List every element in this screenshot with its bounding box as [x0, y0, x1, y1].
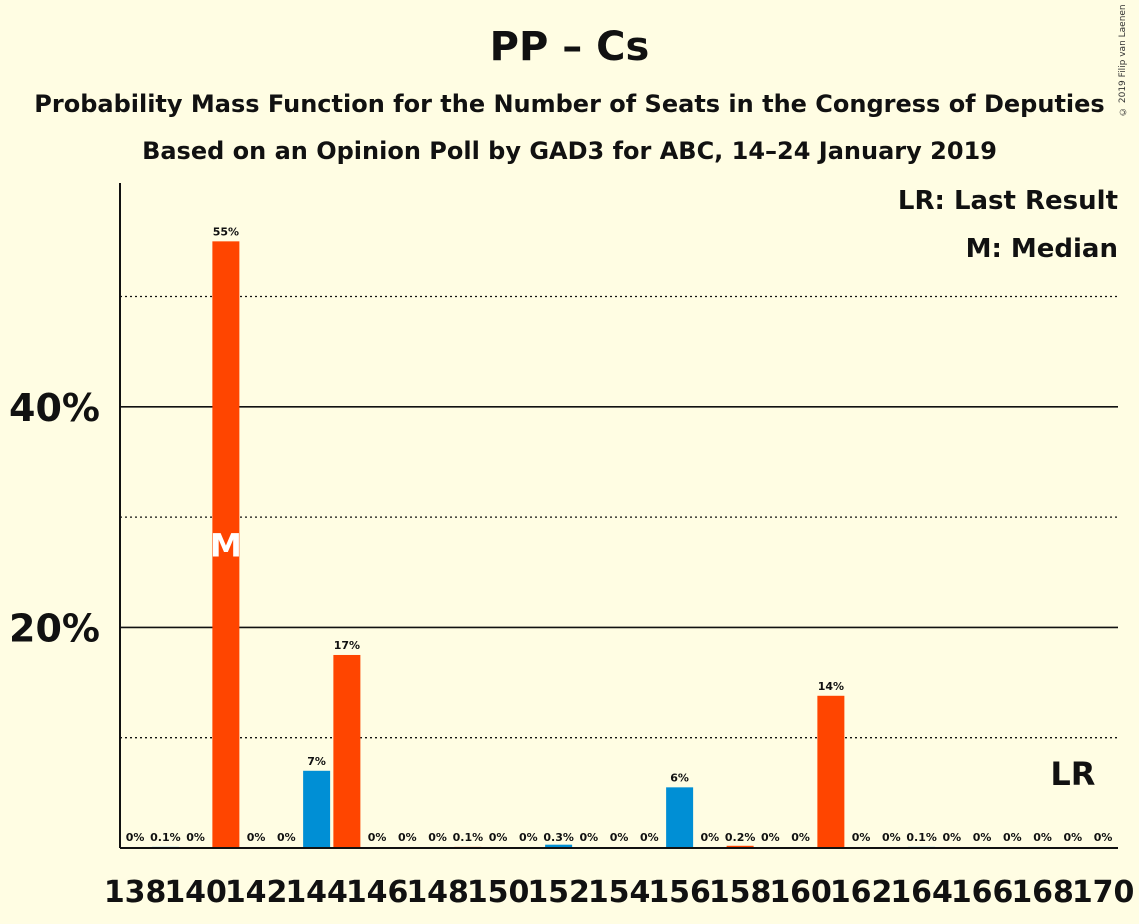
chart-subtitle: Probability Mass Function for the Number… — [34, 90, 1105, 118]
x-tick-label: 156 — [648, 875, 711, 910]
value-label-146: 0% — [368, 831, 387, 844]
value-label-158: 0.2% — [725, 831, 756, 844]
value-label-142: 0% — [247, 831, 266, 844]
value-label-156: 6% — [670, 771, 689, 784]
value-label-165: 0% — [943, 831, 962, 844]
value-label-150: 0% — [489, 831, 508, 844]
value-labels: 0% 0.1% 0% 55% 0% 0% 7% 17% 0% 0% 0% 0.1% 0% 0% 0.3% 0%… — [126, 225, 1113, 844]
x-tick-label: 142 — [225, 875, 288, 910]
value-label-155: 0% — [640, 831, 659, 844]
value-label-160: 0% — [791, 831, 810, 844]
bar-161 — [817, 695, 845, 848]
value-label-148: 0% — [428, 831, 447, 844]
value-label-166: 0% — [973, 831, 992, 844]
x-tick-label: 150 — [467, 875, 530, 910]
value-label-152: 0.3% — [543, 831, 574, 844]
gridlines — [120, 295, 1118, 739]
x-tick-label: 144 — [285, 875, 348, 910]
value-label-141: 55% — [213, 225, 239, 238]
value-label-140: 0% — [186, 831, 205, 844]
value-label-168: 0% — [1033, 831, 1052, 844]
x-tick-label: 138 — [104, 875, 167, 910]
x-tick-label: 160 — [769, 875, 832, 910]
value-label-167: 0% — [1003, 831, 1022, 844]
x-tick-label: 158 — [709, 875, 772, 910]
value-label-144: 7% — [307, 755, 326, 768]
x-tick-label: 140 — [164, 875, 227, 910]
bar-152 — [545, 844, 573, 848]
value-label-139: 0.1% — [150, 831, 181, 844]
legend-last-result: LR: Last Result — [898, 186, 1118, 216]
x-tick-label: 170 — [1072, 875, 1135, 910]
y-tick-label: 40% — [9, 386, 100, 430]
value-label-154: 0% — [610, 831, 629, 844]
value-label-163: 0% — [882, 831, 901, 844]
bars — [151, 241, 936, 849]
chart-title: PP – Cs — [489, 24, 650, 70]
value-label-153: 0% — [580, 831, 599, 844]
bar-158 — [726, 845, 754, 848]
legend-median: M: Median — [966, 234, 1118, 264]
last-result-marker: LR — [1050, 755, 1095, 793]
x-tick-label: 162 — [830, 875, 893, 910]
axes: 20%40%1381401421441461481501521541561581… — [9, 183, 1134, 910]
x-tick-label: 168 — [1011, 875, 1074, 910]
x-tick-label: 164 — [890, 875, 953, 910]
bar-144 — [303, 770, 331, 848]
value-label-161: 14% — [818, 680, 844, 693]
median-marker: M — [210, 527, 242, 565]
value-label-145: 17% — [334, 639, 360, 652]
bar-156 — [666, 787, 694, 848]
bar-145 — [333, 654, 361, 848]
value-label-149: 0.1% — [453, 831, 484, 844]
value-label-151: 0% — [519, 831, 538, 844]
x-tick-label: 154 — [588, 875, 651, 910]
value-label-138: 0% — [126, 831, 145, 844]
x-tick-label: 166 — [951, 875, 1014, 910]
value-label-169: 0% — [1064, 831, 1083, 844]
bar-141 — [212, 241, 240, 849]
value-label-164: 0.1% — [906, 831, 937, 844]
value-label-159: 0% — [761, 831, 780, 844]
value-label-143: 0% — [277, 831, 296, 844]
value-label-157: 0% — [701, 831, 720, 844]
x-tick-label: 148 — [406, 875, 469, 910]
value-label-147: 0% — [398, 831, 417, 844]
y-tick-label: 20% — [9, 606, 100, 650]
value-label-170: 0% — [1094, 831, 1113, 844]
x-tick-label: 146 — [346, 875, 409, 910]
chart-source-subtitle: Based on an Opinion Poll by GAD3 for ABC… — [142, 137, 997, 165]
value-label-162: 0% — [852, 831, 871, 844]
x-tick-label: 152 — [527, 875, 590, 910]
legend: LR: Last Result M: Median — [898, 186, 1118, 264]
